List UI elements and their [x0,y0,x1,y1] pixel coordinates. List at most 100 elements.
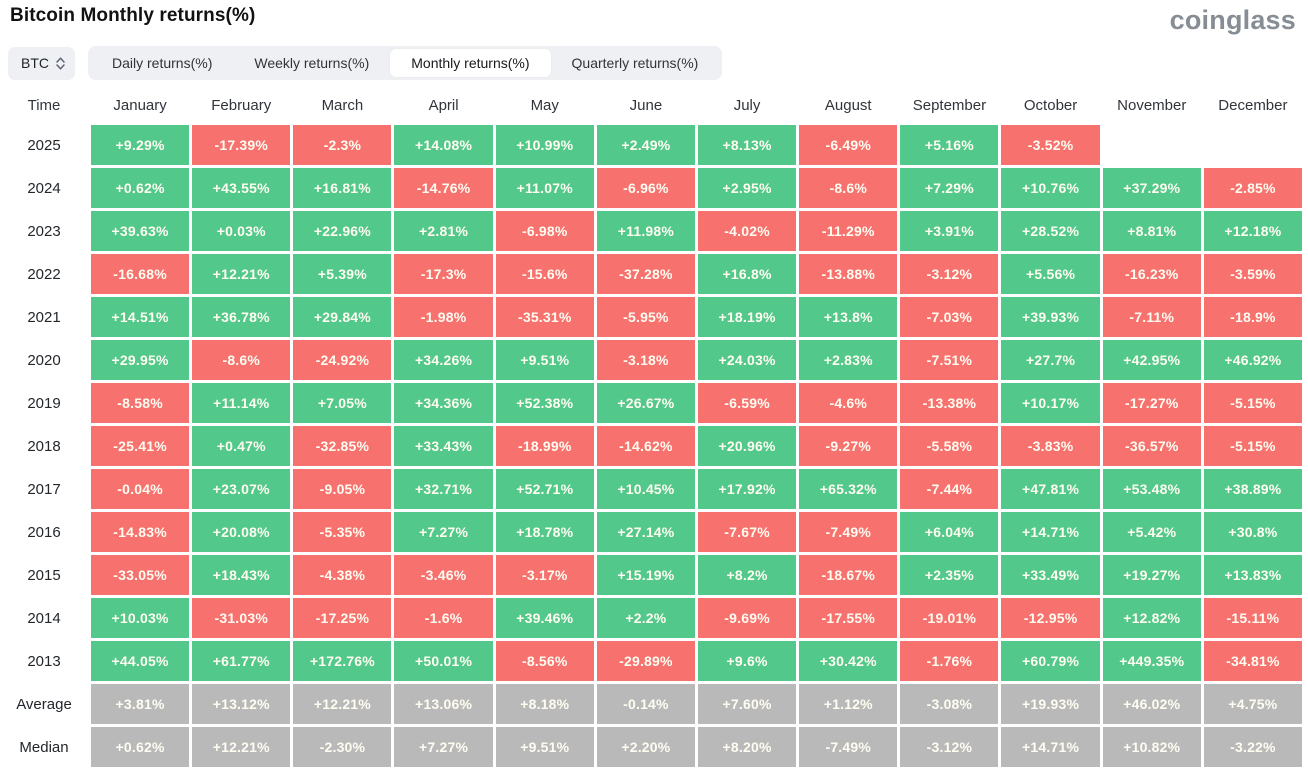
return-cell: +34.36% [394,383,493,423]
return-cell: +65.32% [799,469,898,509]
return-cell: +30.8% [1203,512,1302,552]
return-cell: -5.58% [900,426,999,466]
return-cell: +47.81% [1001,469,1100,509]
return-cell: +60.79% [1001,641,1100,681]
return-cell: +34.26% [394,340,493,380]
row-label-2015: 2015 [0,555,88,595]
return-cell: -14.83% [91,512,190,552]
return-cell: -17.25% [293,598,392,638]
return-cell: +29.95% [91,340,190,380]
tab-quarterly-returns[interactable]: Quarterly returns(%) [571,54,699,71]
return-cell: -5.35% [293,512,392,552]
return-cell: +27.14% [596,512,695,552]
return-cell: +13.12% [192,684,291,724]
return-cell: +52.71% [495,469,594,509]
return-cell: +3.91% [900,211,999,251]
return-cell: +19.93% [1001,684,1100,724]
page-title: Bitcoin Monthly returns(%) [10,5,256,26]
return-cell: -18.9% [1203,297,1302,337]
return-cell: -17.55% [799,598,898,638]
return-cell: -8.56% [495,641,594,681]
return-cell: -24.92% [293,340,392,380]
column-header-time: Time [0,88,88,122]
return-cell: -7.67% [697,512,797,552]
return-cell: +10.03% [91,598,190,638]
return-cell: +42.95% [1102,340,1201,380]
return-cell: -4.6% [799,383,898,423]
return-cell: +33.49% [1001,555,1100,595]
column-header-april: April [394,88,493,122]
monthly-returns-table: Time January February March April May June July… [0,88,1302,767]
return-cell: -7.49% [799,512,898,552]
return-cell: +11.07% [495,168,594,208]
return-cell: -2.30% [293,727,392,767]
return-cell: +17.92% [697,469,797,509]
return-cell: +10.45% [596,469,695,509]
tab-daily-returns[interactable]: Daily returns(%) [112,54,213,71]
return-cell: -0.04% [91,469,190,509]
return-cell: +2.2% [596,598,695,638]
return-cell: +10.76% [1001,168,1100,208]
coin-select[interactable]: BTC [8,46,75,80]
row-label-2013: 2013 [0,641,88,681]
return-cell: -6.98% [495,211,594,251]
return-cell: +32.71% [394,469,493,509]
return-cell: +12.21% [192,727,291,767]
row-label-2021: 2021 [0,297,88,337]
return-cell: +38.89% [1203,469,1302,509]
return-cell: -8.6% [799,168,898,208]
return-cell: +7.29% [900,168,999,208]
return-cell: -8.6% [192,340,291,380]
return-cell: +12.18% [1203,211,1302,251]
tab-weekly-returns[interactable]: Weekly returns(%) [254,54,370,71]
return-cell: +18.43% [192,555,291,595]
return-cell: -6.59% [697,383,797,423]
return-cell: +10.17% [1001,383,1100,423]
return-cell: -4.38% [293,555,392,595]
return-cell: +30.42% [799,641,898,681]
column-header-june: June [596,88,695,122]
return-cell: +13.8% [799,297,898,337]
return-cell: +9.51% [495,340,594,380]
return-cell: +11.14% [192,383,291,423]
return-cell: +2.49% [596,125,695,165]
return-cell: +172.76% [293,641,392,681]
return-cell: +4.75% [1203,684,1302,724]
up-down-chevrons-icon [56,56,65,70]
return-cell: -18.67% [799,555,898,595]
return-cell: -9.27% [799,426,898,466]
return-cell: +9.29% [91,125,190,165]
return-cell: +2.20% [596,727,695,767]
return-cell: +9.6% [697,641,797,681]
column-header-december: December [1203,88,1302,122]
return-cell: +26.67% [596,383,695,423]
row-label-average: Average [0,684,88,724]
return-cell: +0.47% [192,426,291,466]
return-cell: -5.15% [1203,383,1302,423]
row-label-median: Median [0,727,88,767]
return-cell: -1.76% [900,641,999,681]
return-cell: +14.71% [1001,727,1100,767]
returns-period-tabs: Daily returns(%) Weekly returns(%) Monthly… [88,46,723,80]
return-cell: +11.98% [596,211,695,251]
return-cell: -17.27% [1102,383,1201,423]
row-label-2019: 2019 [0,383,88,423]
return-cell: +53.48% [1102,469,1201,509]
row-label-2016: 2016 [0,512,88,552]
return-cell: -19.01% [900,598,999,638]
return-cell: +19.27% [1102,555,1201,595]
return-cell: -1.98% [394,297,493,337]
return-cell: -12.95% [1001,598,1100,638]
return-cell: -5.15% [1203,426,1302,466]
row-label-2020: 2020 [0,340,88,380]
return-cell: +15.19% [596,555,695,595]
row-label-2025: 2025 [0,125,88,165]
return-cell: +7.27% [394,727,493,767]
return-cell: -9.05% [293,469,392,509]
return-cell: -15.11% [1203,598,1302,638]
return-cell: -2.85% [1203,168,1302,208]
row-label-2024: 2024 [0,168,88,208]
return-cell: +6.04% [900,512,999,552]
return-cell [1103,125,1201,165]
tab-monthly-returns[interactable]: Monthly returns(%) [390,48,551,78]
